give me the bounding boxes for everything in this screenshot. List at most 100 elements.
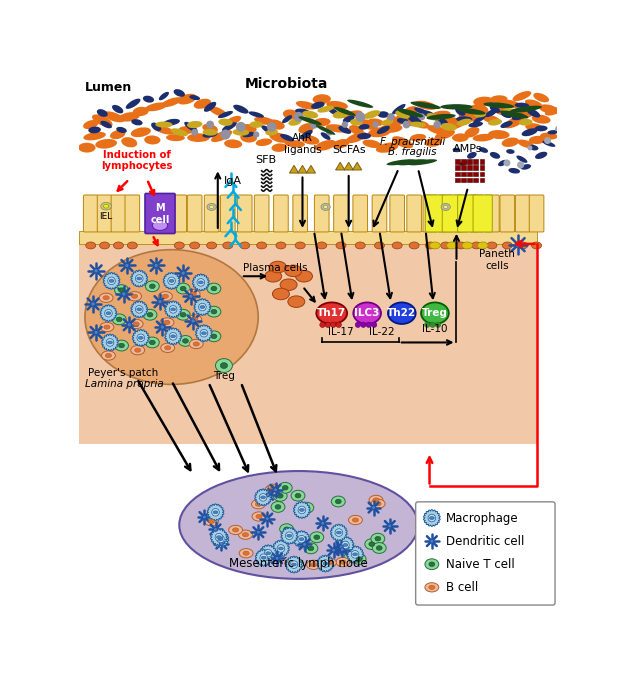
Circle shape [330,322,336,327]
FancyBboxPatch shape [125,195,140,232]
Ellipse shape [240,133,257,142]
Ellipse shape [271,501,285,512]
FancyBboxPatch shape [515,195,530,232]
Circle shape [212,508,219,516]
Ellipse shape [78,142,96,153]
FancyBboxPatch shape [372,195,387,232]
Ellipse shape [434,116,448,125]
Polygon shape [306,165,315,173]
Ellipse shape [270,132,289,143]
Ellipse shape [256,138,272,146]
Ellipse shape [376,546,382,550]
Ellipse shape [101,202,112,210]
Polygon shape [298,165,307,173]
Ellipse shape [317,105,333,112]
Ellipse shape [447,120,466,129]
Ellipse shape [145,103,167,111]
Ellipse shape [500,99,521,108]
FancyBboxPatch shape [423,195,438,232]
Ellipse shape [145,337,159,348]
Ellipse shape [183,338,188,343]
Ellipse shape [299,508,304,512]
Ellipse shape [107,341,112,344]
FancyBboxPatch shape [473,195,492,232]
Ellipse shape [229,525,243,534]
Circle shape [107,277,116,285]
Circle shape [321,521,325,525]
FancyBboxPatch shape [333,195,348,232]
Ellipse shape [527,108,540,118]
Bar [455,159,460,164]
Ellipse shape [363,110,380,119]
Ellipse shape [151,123,161,131]
Ellipse shape [520,164,531,170]
FancyBboxPatch shape [390,195,404,232]
Circle shape [332,548,335,552]
Text: Th22: Th22 [388,308,416,319]
Ellipse shape [397,118,408,124]
Circle shape [430,539,434,543]
Ellipse shape [446,242,457,249]
Polygon shape [194,299,211,316]
Ellipse shape [115,340,129,351]
Text: Th17: Th17 [317,308,347,319]
Circle shape [544,137,551,144]
Ellipse shape [280,279,297,290]
Circle shape [181,271,185,275]
Ellipse shape [348,555,354,560]
Ellipse shape [296,271,312,282]
Circle shape [206,121,214,129]
Ellipse shape [456,242,466,249]
Polygon shape [193,274,209,291]
Bar [461,159,466,164]
Ellipse shape [322,558,337,567]
Ellipse shape [517,140,534,148]
Ellipse shape [304,543,318,553]
Ellipse shape [459,105,478,113]
Ellipse shape [519,119,533,125]
Circle shape [340,545,343,549]
Bar [473,159,478,164]
Ellipse shape [115,285,129,295]
Circle shape [527,145,532,151]
Ellipse shape [540,133,558,140]
Bar [473,171,478,176]
Ellipse shape [332,139,350,149]
Polygon shape [212,531,229,547]
Ellipse shape [254,116,274,125]
Circle shape [433,121,441,128]
Ellipse shape [456,116,472,122]
Ellipse shape [207,203,216,210]
FancyBboxPatch shape [145,193,175,234]
Ellipse shape [352,518,358,522]
Ellipse shape [177,94,197,105]
Ellipse shape [347,99,373,108]
Ellipse shape [138,336,143,339]
Ellipse shape [408,159,437,165]
Ellipse shape [528,145,538,151]
Ellipse shape [132,294,138,299]
Text: ILC3: ILC3 [355,308,380,319]
Ellipse shape [429,562,435,566]
Circle shape [297,536,306,543]
Ellipse shape [460,160,469,166]
Ellipse shape [143,96,154,103]
Ellipse shape [410,134,426,141]
Ellipse shape [365,538,379,549]
Ellipse shape [357,133,371,139]
FancyBboxPatch shape [255,195,269,232]
Text: Induction of
lymphocytes: Induction of lymphocytes [101,149,173,171]
FancyBboxPatch shape [500,195,515,232]
Ellipse shape [289,558,304,569]
Ellipse shape [242,132,255,137]
Ellipse shape [116,317,122,322]
Ellipse shape [421,302,449,324]
Ellipse shape [161,97,182,107]
Ellipse shape [266,552,271,555]
Ellipse shape [233,105,248,114]
Ellipse shape [239,549,253,558]
Ellipse shape [340,560,346,564]
FancyBboxPatch shape [442,195,461,232]
Ellipse shape [371,534,385,544]
Ellipse shape [106,353,112,358]
